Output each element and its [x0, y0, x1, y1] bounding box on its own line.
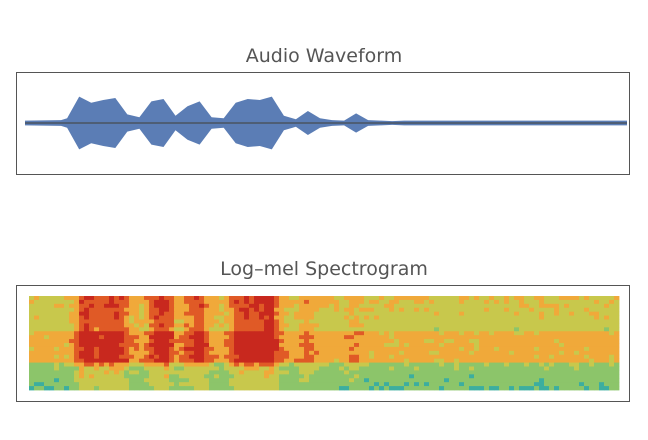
waveform-title: Audio Waveform	[245, 45, 403, 67]
spectrogram-cells	[29, 296, 620, 391]
spectrogram-plot	[16, 285, 630, 402]
spectrogram-svg	[29, 296, 620, 391]
spectrogram-title: Log–mel Spectrogram	[220, 258, 428, 280]
waveform-svg	[25, 96, 627, 150]
waveform-plot	[16, 72, 630, 175]
